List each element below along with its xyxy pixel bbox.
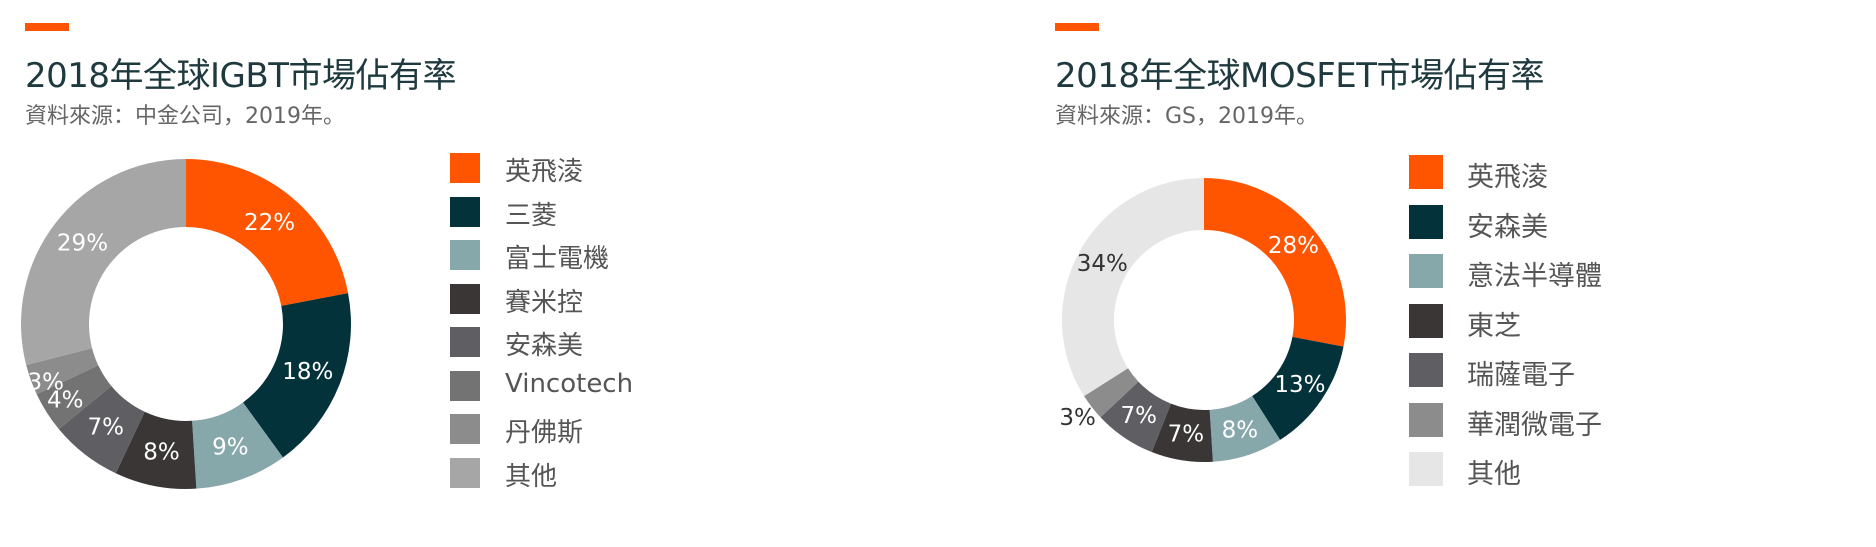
mosfet-chart-panel: 2018年全球MOSFET市場佔有率 資料來源：GS，2019年。 28% 13%… <box>1050 0 1876 547</box>
mosfet-legend-swatch <box>1409 353 1443 387</box>
igbt-slice-8 <box>20 159 186 366</box>
mosfet-legend-label: 安森美 <box>1467 211 1548 243</box>
igbt-data-label-8: 29% <box>57 231 108 257</box>
igbt-donut-chart: 22% 18% 9% 8% 7%4%3% 29% <box>20 159 351 489</box>
mosfet-chart-source: 資料來源：GS，2019年。 <box>1055 104 1319 129</box>
igbt-data-label-5: 7% <box>87 415 124 441</box>
mosfet-slice-5 <box>1100 381 1171 453</box>
igbt-legend-label: 三菱 <box>505 200 558 231</box>
igbt-legend-swatch <box>450 327 480 357</box>
mosfet-slice-2 <box>1252 336 1344 440</box>
igbt-legend-swatch <box>450 370 480 401</box>
igbt-data-label-7: 3% <box>27 370 64 396</box>
igbt-slice-4 <box>115 411 197 489</box>
igbt-legend-label: 丹佛斯 <box>505 418 584 448</box>
igbt-data-label-4: 8% <box>143 440 180 466</box>
igbt-slice-7 <box>26 348 99 395</box>
mosfet-slice-3 <box>1209 395 1281 462</box>
mosfet-accent-bar <box>1055 23 1099 31</box>
igbt-data-label-2: 18% <box>282 359 333 385</box>
igbt-slice-6 <box>36 365 112 430</box>
mosfet-legend-label: 其他 <box>1467 459 1521 490</box>
igbt-accent-bar <box>25 23 69 31</box>
mosfet-legend-swatch <box>1409 452 1443 486</box>
mosfet-legend-swatch <box>1409 402 1443 437</box>
igbt-legend-label: 英飛淩 <box>505 157 584 187</box>
igbt-data-label-1: 22% <box>244 210 295 236</box>
igbt-chart-source: 資料來源：中金公司，2019年。 <box>25 104 345 129</box>
mosfet-data-label-6: 3% <box>1059 405 1096 431</box>
igbt-data-label-6: 4% <box>47 388 84 414</box>
igbt-chart-title: 2018年全球IGBT市場佔有率 <box>25 56 457 96</box>
mosfet-chart-title: 2018年全球MOSFET市場佔有率 <box>1055 56 1545 96</box>
mosfet-legend-label: 東芝 <box>1467 310 1521 342</box>
mosfet-legend-swatch <box>1409 155 1443 189</box>
mosfet-slice-4 <box>1151 403 1213 462</box>
igbt-legend-swatch <box>450 153 480 183</box>
igbt-legend-swatch <box>450 457 480 488</box>
mosfet-data-label-1: 28% <box>1268 233 1319 259</box>
mosfet-legend-swatch <box>1409 254 1443 288</box>
igbt-legend-swatch <box>450 196 480 227</box>
mosfet-slice-7 <box>1062 178 1204 397</box>
mosfet-slice-1 <box>1204 178 1346 347</box>
mosfet-data-label-3: 8% <box>1222 417 1259 443</box>
mosfet-legend-swatch <box>1409 303 1443 338</box>
igbt-legend-label: Vincotech <box>505 368 634 399</box>
igbt-slice-3 <box>192 402 283 489</box>
mosfet-data-label-2: 13% <box>1274 372 1325 398</box>
igbt-chart-panel: 2018年全球IGBT市場佔有率 資料來源：中金公司，2019年。 22% 18%… <box>20 23 634 492</box>
mosfet-slice-6 <box>1084 368 1139 418</box>
igbt-slice-2 <box>243 293 351 458</box>
mosfet-data-label-5: 7% <box>1121 403 1158 429</box>
igbt-legend-swatch <box>450 414 480 444</box>
igbt-slice-5 <box>58 385 145 474</box>
igbt-legend-swatch <box>450 240 480 270</box>
mosfet-data-label-4: 7% <box>1168 422 1205 448</box>
igbt-data-label-3: 9% <box>212 434 249 460</box>
mosfet-legend-label: 華潤微電子 <box>1467 409 1602 441</box>
mosfet-legend-label: 英飛淩 <box>1467 162 1548 193</box>
mosfet-legend-label: 瑞薩電子 <box>1467 360 1575 391</box>
mosfet-legend-label: 意法半導體 <box>1467 261 1602 292</box>
igbt-legend-swatch <box>450 283 480 314</box>
mosfet-legend-swatch <box>1409 204 1443 239</box>
igbt-legend-label: 其他 <box>505 461 558 492</box>
igbt-legend-label: 賽米控 <box>505 287 584 318</box>
igbt-slice-1 <box>186 159 349 306</box>
mosfet-donut-chart: 28% 13% 8% 7% 7% 3% 34% <box>1059 178 1346 462</box>
igbt-legend-label: 富士電機 <box>505 244 610 274</box>
mosfet-data-label-7: 34% <box>1077 251 1128 277</box>
igbt-legend-label: 安森美 <box>505 331 584 361</box>
